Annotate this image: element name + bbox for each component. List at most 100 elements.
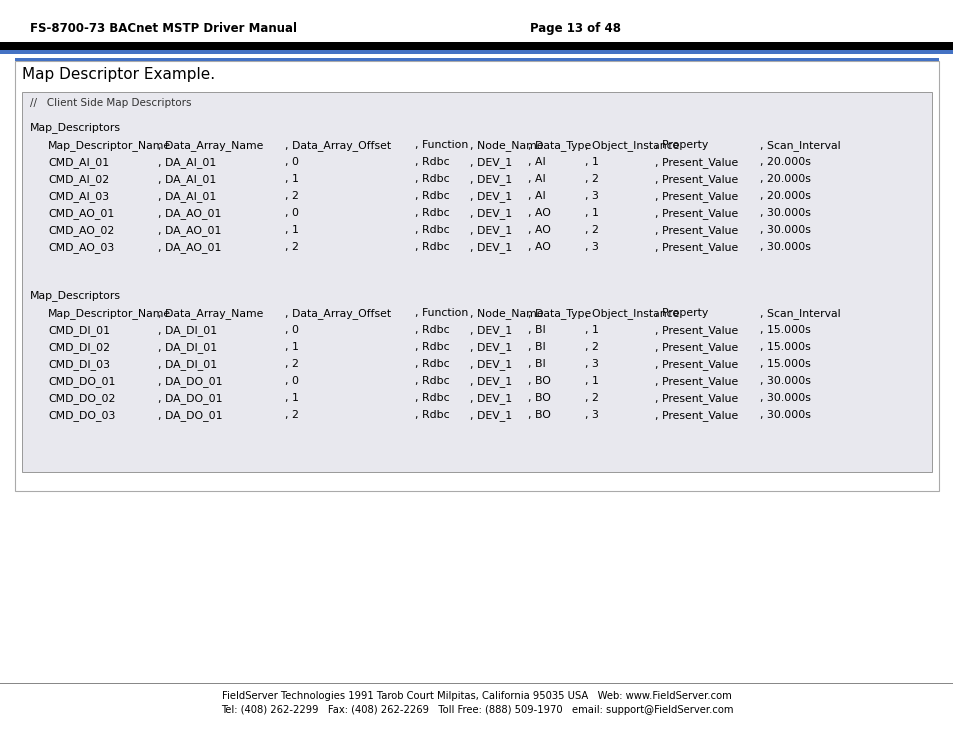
Text: CMD_AO_02: CMD_AO_02 (48, 225, 114, 236)
Text: , DA_DI_01: , DA_DI_01 (158, 325, 217, 336)
Text: , 30.000s: , 30.000s (760, 393, 810, 403)
Text: CMD_AO_01: CMD_AO_01 (48, 208, 114, 219)
Text: , Data_Array_Offset: , Data_Array_Offset (285, 140, 391, 151)
Text: , Property: , Property (655, 140, 707, 150)
Text: CMD_DI_03: CMD_DI_03 (48, 359, 110, 370)
Text: , AO: , AO (527, 242, 550, 252)
Text: , 1: , 1 (285, 342, 298, 352)
Text: , Present_Value: , Present_Value (655, 410, 738, 421)
Text: CMD_DO_01: CMD_DO_01 (48, 376, 115, 387)
Text: CMD_DI_01: CMD_DI_01 (48, 325, 110, 336)
Text: CMD_DO_02: CMD_DO_02 (48, 393, 115, 404)
Text: , BI: , BI (527, 325, 545, 335)
Text: Tel: (408) 262-2299   Fax: (408) 262-2269   Toll Free: (888) 509-1970   email: s: Tel: (408) 262-2299 Fax: (408) 262-2269 … (220, 705, 733, 715)
Text: , 3: , 3 (584, 191, 598, 201)
Text: , DA_DI_01: , DA_DI_01 (158, 342, 217, 353)
Text: , BO: , BO (527, 393, 550, 403)
Text: , 1: , 1 (285, 225, 298, 235)
Text: , 30.000s: , 30.000s (760, 410, 810, 420)
Text: , Rdbc: , Rdbc (415, 342, 449, 352)
Text: , Rdbc: , Rdbc (415, 225, 449, 235)
Text: , Present_Value: , Present_Value (655, 325, 738, 336)
Text: , Scan_Interval: , Scan_Interval (760, 308, 840, 319)
Text: , Present_Value: , Present_Value (655, 342, 738, 353)
Text: , Rdbc: , Rdbc (415, 325, 449, 335)
Text: , 1: , 1 (584, 325, 598, 335)
Bar (22, 92, 931, 472)
Text: , DA_AI_01: , DA_AI_01 (158, 157, 216, 168)
Text: , DA_AO_01: , DA_AO_01 (158, 242, 221, 253)
Text: , DEV_1: , DEV_1 (470, 376, 512, 387)
Text: , Rdbc: , Rdbc (415, 191, 449, 201)
Text: , 30.000s: , 30.000s (760, 242, 810, 252)
Text: , 0: , 0 (285, 157, 298, 167)
Text: , 1: , 1 (584, 208, 598, 218)
Text: , Present_Value: , Present_Value (655, 359, 738, 370)
Text: Page 13 of 48: Page 13 of 48 (530, 22, 620, 35)
Text: , BI: , BI (527, 359, 545, 369)
Text: , AI: , AI (527, 157, 545, 167)
Text: , AO: , AO (527, 225, 550, 235)
Text: , 30.000s: , 30.000s (760, 376, 810, 386)
Text: , Object_Instance: , Object_Instance (584, 308, 679, 319)
Bar (15, 58, 938, 61)
Text: Map_Descriptor_Name: Map_Descriptor_Name (48, 308, 171, 319)
Text: , 2: , 2 (285, 191, 298, 201)
Text: , 3: , 3 (584, 242, 598, 252)
Text: , 30.000s: , 30.000s (760, 208, 810, 218)
Text: CMD_AI_01: CMD_AI_01 (48, 157, 109, 168)
Text: , Rdbc: , Rdbc (415, 174, 449, 184)
Text: , DA_AI_01: , DA_AI_01 (158, 191, 216, 202)
Text: , 2: , 2 (584, 174, 598, 184)
Text: FS-8700-73 BACnet MSTP Driver Manual: FS-8700-73 BACnet MSTP Driver Manual (30, 22, 296, 35)
Text: , Data_Type: , Data_Type (527, 308, 591, 319)
Text: , Present_Value: , Present_Value (655, 225, 738, 236)
Text: , AI: , AI (527, 191, 545, 201)
Text: , Scan_Interval: , Scan_Interval (760, 140, 840, 151)
Text: Map_Descriptors: Map_Descriptors (30, 290, 121, 301)
Text: , DA_DI_01: , DA_DI_01 (158, 359, 217, 370)
Text: , Node_Name: , Node_Name (470, 140, 543, 151)
Text: , DEV_1: , DEV_1 (470, 325, 512, 336)
Text: , Data_Array_Offset: , Data_Array_Offset (285, 308, 391, 319)
Text: Map_Descriptors: Map_Descriptors (30, 122, 121, 133)
Text: , BO: , BO (527, 376, 550, 386)
Text: , Present_Value: , Present_Value (655, 174, 738, 185)
Text: , Present_Value: , Present_Value (655, 157, 738, 168)
Text: , Data_Array_Name: , Data_Array_Name (158, 140, 263, 151)
Text: , 2: , 2 (285, 359, 298, 369)
Text: , Function: , Function (415, 140, 468, 150)
Text: , Object_Instance: , Object_Instance (584, 140, 679, 151)
Text: , DEV_1: , DEV_1 (470, 359, 512, 370)
Text: , Data_Array_Name: , Data_Array_Name (158, 308, 263, 319)
Text: , Property: , Property (655, 308, 707, 318)
Text: , Node_Name: , Node_Name (470, 308, 543, 319)
Text: , 15.000s: , 15.000s (760, 359, 810, 369)
Text: , 1: , 1 (285, 174, 298, 184)
Text: , Rdbc: , Rdbc (415, 410, 449, 420)
Bar (0, 683, 953, 684)
Text: , AO: , AO (527, 208, 550, 218)
Text: CMD_DI_02: CMD_DI_02 (48, 342, 110, 353)
Text: , 1: , 1 (584, 376, 598, 386)
Text: , 3: , 3 (584, 359, 598, 369)
Text: , Present_Value: , Present_Value (655, 208, 738, 219)
Text: , AI: , AI (527, 174, 545, 184)
Text: , Rdbc: , Rdbc (415, 208, 449, 218)
Text: , Present_Value: , Present_Value (655, 242, 738, 253)
Text: , DEV_1: , DEV_1 (470, 225, 512, 236)
Text: , Data_Type: , Data_Type (527, 140, 591, 151)
Text: , DEV_1: , DEV_1 (470, 242, 512, 253)
Text: , 1: , 1 (584, 157, 598, 167)
Text: , 30.000s: , 30.000s (760, 225, 810, 235)
Text: FieldServer Technologies 1991 Tarob Court Milpitas, California 95035 USA   Web: : FieldServer Technologies 1991 Tarob Cour… (222, 691, 731, 701)
Text: , DEV_1: , DEV_1 (470, 393, 512, 404)
Text: , DEV_1: , DEV_1 (470, 157, 512, 168)
Text: , Rdbc: , Rdbc (415, 376, 449, 386)
Text: , Present_Value: , Present_Value (655, 191, 738, 202)
Text: , DA_AI_01: , DA_AI_01 (158, 174, 216, 185)
Text: , DA_AO_01: , DA_AO_01 (158, 225, 221, 236)
Text: , 20.000s: , 20.000s (760, 191, 810, 201)
Text: , DA_DO_01: , DA_DO_01 (158, 376, 222, 387)
Text: Map Descriptor Example.: Map Descriptor Example. (22, 67, 214, 82)
